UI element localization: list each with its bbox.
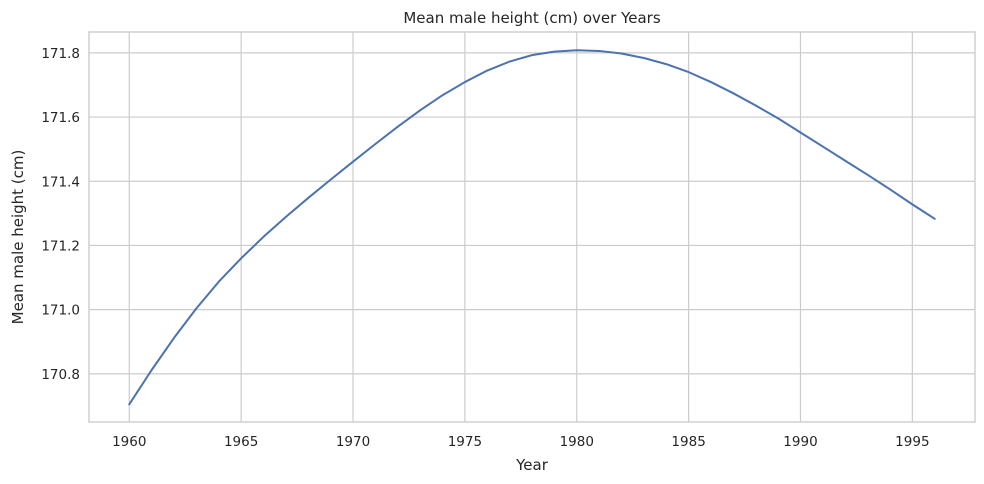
plot-area-frame <box>88 31 976 423</box>
x-tick-label: 1970 <box>336 434 370 450</box>
series-layer <box>128 49 936 406</box>
x-tick-label: 1990 <box>783 434 817 450</box>
x-tick-label: 1985 <box>671 434 705 450</box>
y-tick-label: 171.6 <box>41 110 80 126</box>
x-tick-label: 1995 <box>895 434 929 450</box>
y-tick-label: 171.8 <box>41 46 80 62</box>
y-tick-label: 170.8 <box>41 367 80 383</box>
x-tick-label: 1960 <box>112 434 146 450</box>
x-tick-label: 1980 <box>560 434 594 450</box>
x-tick-label: 1975 <box>448 434 482 450</box>
y-tick-label: 171.0 <box>41 303 80 319</box>
series-line <box>128 49 936 406</box>
x-tick-label: 1965 <box>224 434 258 450</box>
y-axis-label: Mean male height (cm) <box>9 150 27 325</box>
y-tick-label: 171.4 <box>41 174 80 190</box>
x-axis-label: Year <box>515 456 549 474</box>
grid <box>89 32 975 422</box>
y-tick-label: 171.2 <box>41 238 80 254</box>
chart-title: Mean male height (cm) over Years <box>403 9 660 27</box>
tick-labels: 1960 1965 1970 1975 1980 1985 1990 1995 170.8 171… <box>41 46 929 450</box>
